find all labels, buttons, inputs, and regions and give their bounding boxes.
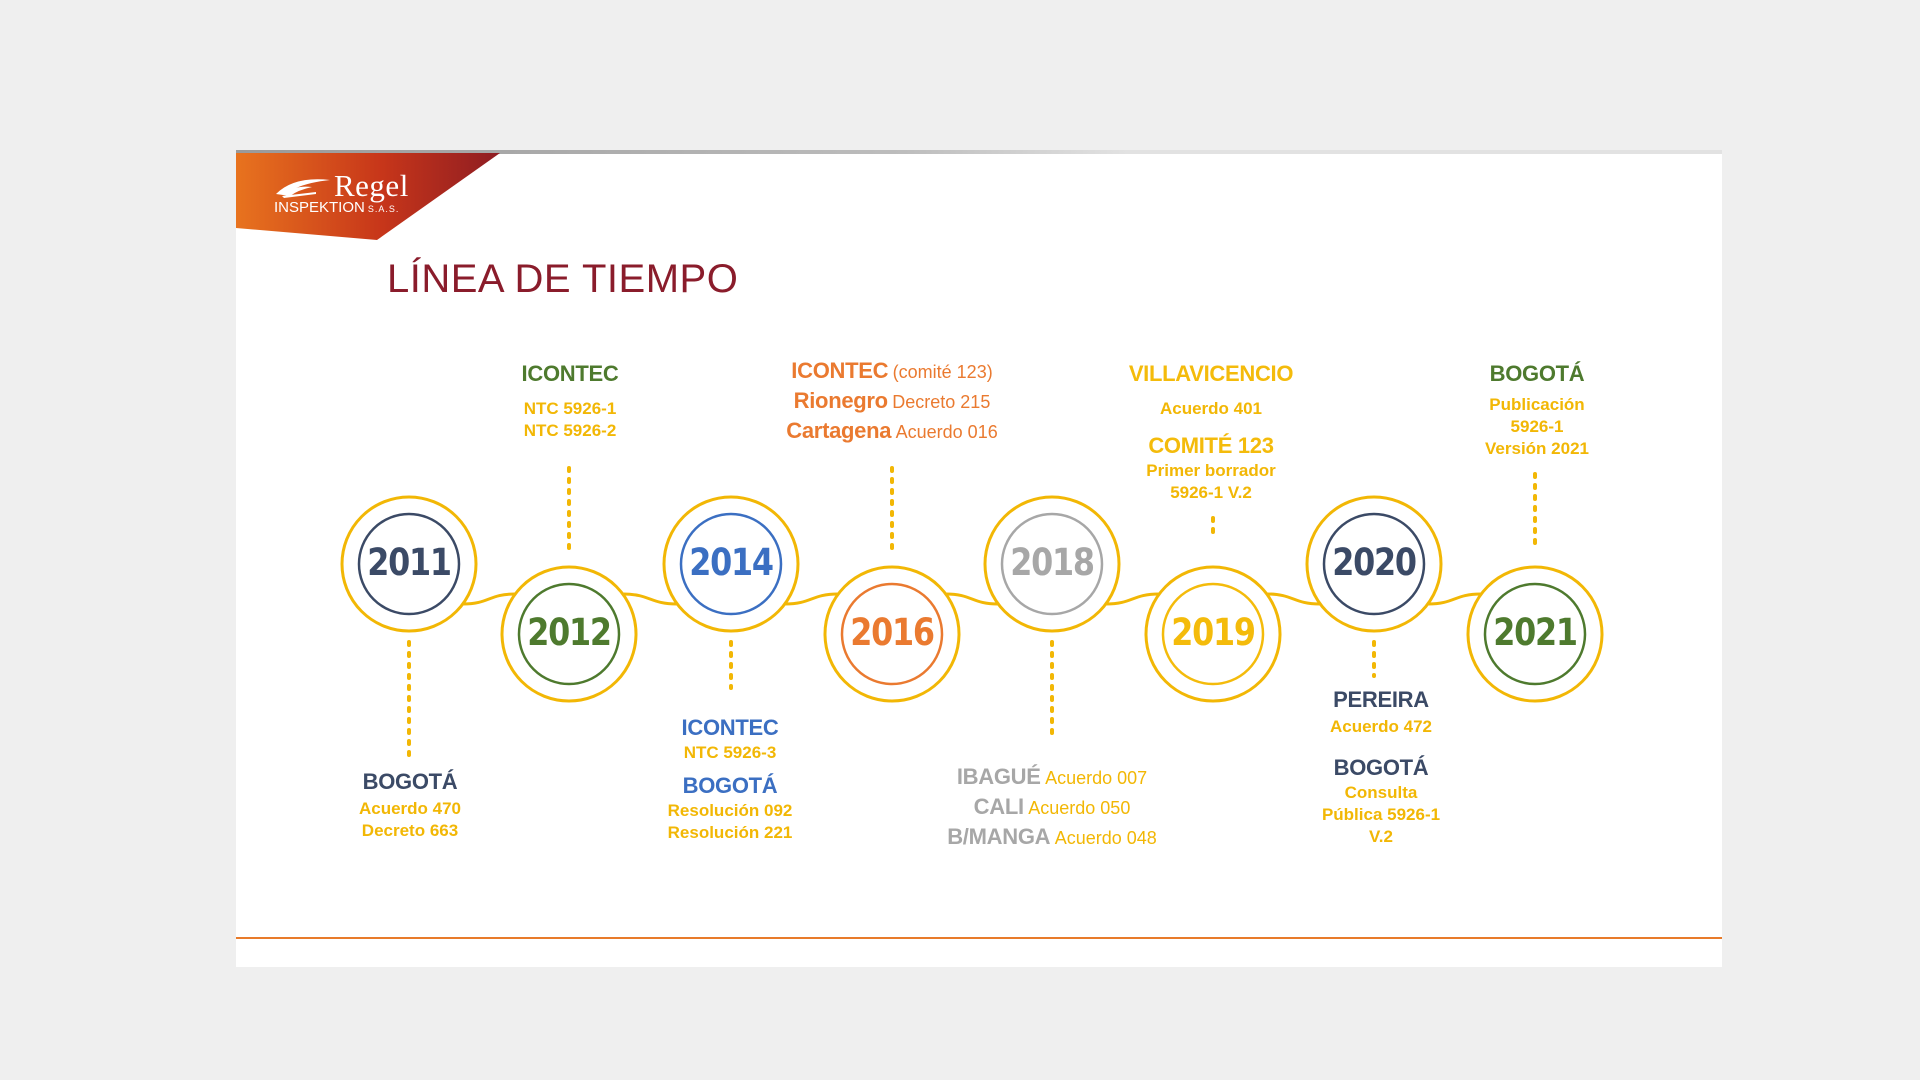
event-2020-line: Pública 5926-1 [1321, 805, 1441, 824]
event-2018: IBAGUÉ Acuerdo 007 CALI Acuerdo 050 B/MA… [912, 763, 1192, 851]
track-segment [1105, 592, 1160, 606]
event-2016-name: Cartagena [786, 418, 892, 443]
track-segment [462, 592, 516, 606]
logo-brand: Regel [334, 168, 409, 203]
event-2016-detail: Decreto 215 [892, 392, 991, 412]
event-2019: VILLAVICENCIO Acuerdo 401 COMITÉ 123 Pri… [1091, 360, 1331, 504]
event-2014: ICONTEC NTC 5926-3 BOGOTÁ Resolución 092… [620, 714, 840, 844]
event-2014-line: Resolución 092 [667, 801, 793, 820]
event-2018-name: CALI [973, 794, 1024, 819]
event-2018-name: B/MANGA [947, 824, 1051, 849]
slide-bottom-line [236, 937, 1722, 939]
page-title: LÍNEA DE TIEMPO [387, 257, 739, 301]
event-2018-name: IBAGUÉ [956, 764, 1041, 789]
event-2014-head-2: BOGOTÁ [682, 773, 778, 798]
event-2021-line: Publicación [1489, 395, 1585, 414]
year-2019: 2019 [1171, 611, 1256, 654]
event-2018-detail: Acuerdo 050 [1028, 798, 1131, 818]
node-circle [679, 512, 783, 616]
track-segment [622, 592, 678, 606]
node-circle [517, 582, 621, 686]
event-2020-line: V.2 [1369, 827, 1393, 846]
node-circle [840, 582, 944, 686]
node-circle [1322, 512, 1426, 616]
event-2016-row: ICONTEC (comité 123) [752, 357, 1032, 385]
event-2012-line: NTC 5926-1 [523, 399, 617, 418]
track-segment [1266, 592, 1321, 606]
track-segment [784, 592, 839, 606]
event-2020-head-2: BOGOTÁ [1333, 755, 1429, 780]
event-2018-detail: Acuerdo 007 [1045, 768, 1148, 788]
node-circle [357, 512, 461, 616]
event-2011-line: Acuerdo 470 [358, 799, 462, 818]
event-2020: PEREIRA Acuerdo 472 BOGOTÁ Consulta Públ… [1281, 686, 1481, 848]
year-2020: 2020 [1332, 541, 1417, 584]
logo-subtitle: INSPEKTION S.A.S. [274, 200, 399, 217]
event-2012: ICONTEC NTC 5926-1 NTC 5926-2 [470, 360, 670, 442]
slide-top-bar [236, 150, 1722, 154]
event-2016: ICONTEC (comité 123) Rionegro Decreto 21… [752, 357, 1032, 445]
event-2021-head: BOGOTÁ [1489, 361, 1585, 386]
event-2019-head-1: VILLAVICENCIO [1128, 361, 1294, 386]
event-2016-row: Rionegro Decreto 215 [752, 387, 1032, 415]
event-2016-detail: Acuerdo 016 [895, 422, 998, 442]
event-2019-line: Primer borrador [1146, 461, 1276, 480]
event-2011-head: BOGOTÁ [362, 769, 458, 794]
year-2012: 2012 [527, 611, 612, 654]
logo-banner [236, 153, 501, 241]
event-2016-detail: (comité 123) [892, 362, 993, 382]
node-circle [1000, 512, 1104, 616]
event-2012-head: ICONTEC [521, 361, 619, 386]
event-2016-name: Rionegro [793, 388, 888, 413]
slide-background [236, 153, 1722, 967]
logo-suffix: S.A.S. [367, 204, 400, 214]
year-2016: 2016 [850, 611, 935, 654]
event-2020-line: Acuerdo 472 [1329, 717, 1433, 736]
event-2016-row: Cartagena Acuerdo 016 [752, 417, 1032, 445]
event-2014-line: Resolución 221 [667, 823, 793, 842]
event-2011: BOGOTÁ Acuerdo 470 Decreto 663 [310, 768, 510, 842]
event-2014-head-1: ICONTEC [681, 715, 779, 740]
event-2019-line: 5926-1 V.2 [1170, 483, 1252, 502]
event-2016-name: ICONTEC [791, 358, 889, 383]
event-2021-line: Versión 2021 [1485, 439, 1589, 458]
track-segment [945, 592, 999, 606]
event-2014-line: NTC 5926-3 [683, 743, 777, 762]
bird-icon [276, 179, 330, 198]
event-2018-detail: Acuerdo 048 [1054, 828, 1157, 848]
event-2020-line: Consulta [1344, 783, 1418, 802]
node-circle [1483, 582, 1587, 686]
event-2018-row: B/MANGA Acuerdo 048 [912, 823, 1192, 851]
year-2014: 2014 [689, 541, 774, 584]
event-2021: BOGOTÁ Publicación 5926-1 Versión 2021 [1437, 360, 1637, 460]
event-2019-line: Acuerdo 401 [1159, 399, 1263, 418]
event-2020-head-1: PEREIRA [1333, 687, 1429, 712]
year-2011: 2011 [367, 541, 452, 584]
year-2018: 2018 [1010, 541, 1095, 584]
event-2018-row: CALI Acuerdo 050 [912, 793, 1192, 821]
event-2011-line: Decreto 663 [361, 821, 459, 840]
event-2012-line: NTC 5926-2 [523, 421, 617, 440]
event-2019-head-2: COMITÉ 123 [1148, 433, 1274, 458]
event-2018-row: IBAGUÉ Acuerdo 007 [912, 763, 1192, 791]
event-2021-line: 5926-1 [1510, 417, 1564, 436]
node-circle [1161, 582, 1265, 686]
track-segment [1427, 592, 1482, 606]
logo-subtitle-text: INSPEKTION [274, 199, 365, 216]
year-2021: 2021 [1493, 611, 1578, 654]
